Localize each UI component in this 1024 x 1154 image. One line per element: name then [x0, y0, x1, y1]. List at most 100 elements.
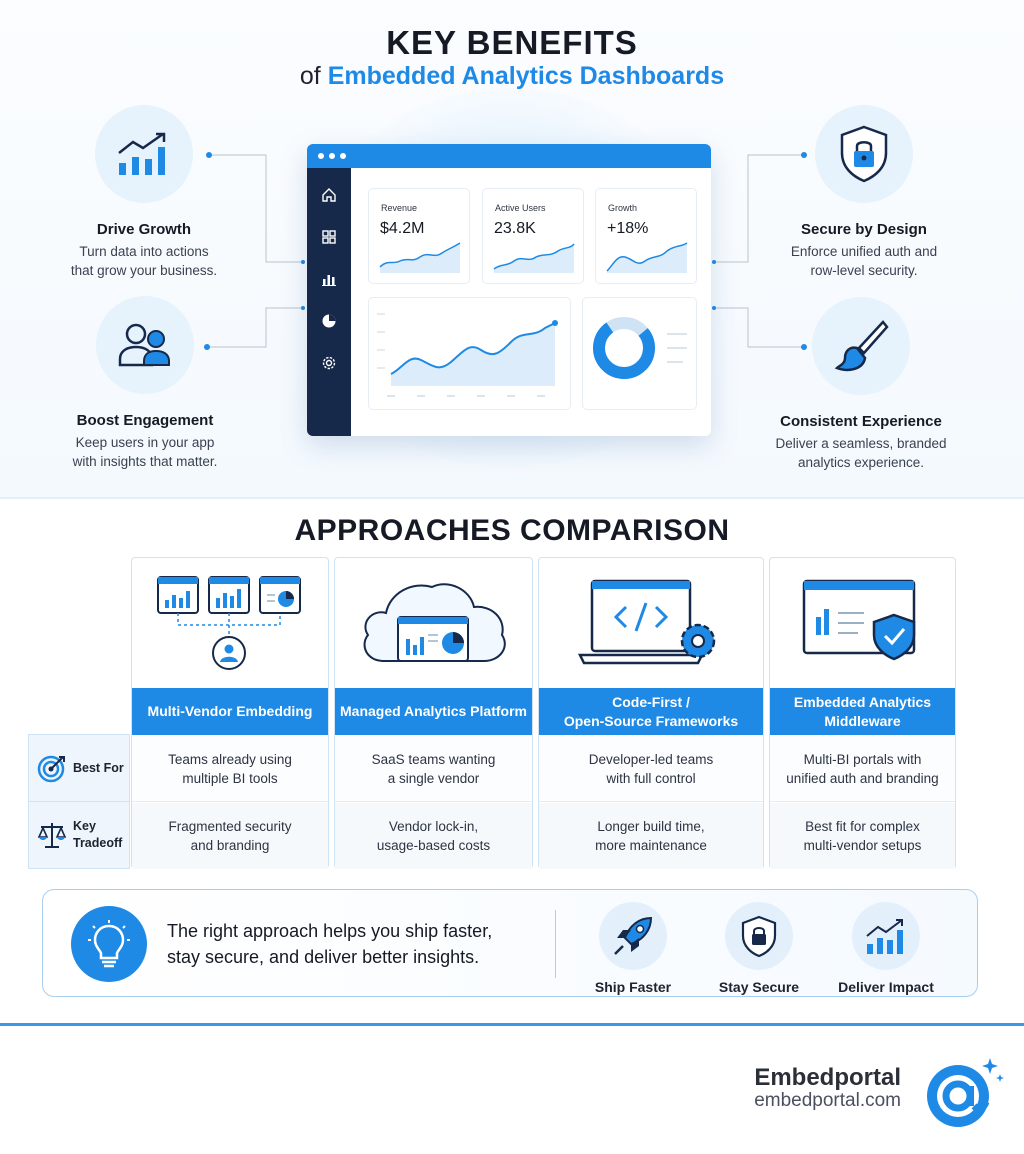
kpi-sparkline — [379, 242, 461, 273]
balance-scale-icon — [37, 823, 67, 848]
badge-ship-faster: Ship Faster — [573, 902, 693, 995]
row-label-text: Best For — [73, 760, 124, 775]
approach-illustration — [335, 558, 532, 688]
users-icon — [118, 323, 170, 367]
kpi-label: Revenue — [381, 203, 418, 213]
approach-illustration — [770, 558, 955, 688]
connector-lines — [204, 152, 807, 350]
approach-best-for: Multi-BI portals with unified auth and b… — [770, 736, 955, 802]
brand-url[interactable]: embedportal.com — [754, 1090, 901, 1111]
home-icon[interactable] — [320, 186, 338, 204]
target-icon — [37, 755, 65, 783]
comparison-title: APPROACHES COMPARISON — [294, 514, 730, 547]
approach-column-code-first: Code-First / Open-Source Frameworks Deve… — [538, 557, 764, 869]
benefit-drive-growth: Drive Growth Turn data into actions that… — [24, 105, 264, 280]
benefit-icon-circle — [812, 297, 910, 395]
pie-icon[interactable] — [320, 312, 338, 330]
benefit-secure-by-design: Secure by Design Enforce unified auth an… — [744, 105, 984, 280]
kpi-value: 23.8K — [494, 220, 536, 237]
section-divider — [0, 497, 1024, 499]
row-label-text: Key Tradeoff — [73, 819, 123, 850]
laptop-code-icon — [577, 579, 716, 665]
settings-icon[interactable] — [320, 354, 338, 372]
benefit-boost-engagement: Boost Engagement Keep users in your app … — [25, 296, 265, 471]
footer-rule — [0, 1023, 1024, 1026]
brand-logo — [927, 1058, 1004, 1127]
row-label-best-for: Best For — [28, 734, 130, 802]
window-dot — [318, 153, 324, 159]
badge-label: Deliver Impact — [838, 979, 934, 995]
window-titlebar — [307, 144, 711, 168]
window-dot — [329, 153, 335, 159]
approach-tradeoff: Longer build time, more maintenance — [539, 803, 763, 869]
dashboard-mockup: Revenue $4.2M Active Users 23.8K Growth … — [307, 144, 711, 436]
kpi-value: $4.2M — [380, 220, 425, 237]
benefit-icon-circle — [95, 105, 193, 203]
kpi-label: Active Users — [495, 203, 546, 213]
benefit-description: Enforce unified auth and row-level secur… — [790, 244, 938, 278]
brand-name: Embedportal — [754, 1064, 901, 1091]
rocket-icon — [599, 902, 667, 970]
benefit-title: Secure by Design — [801, 221, 927, 238]
page-subtitle: of Embedded Analytics Dashboards — [0, 62, 1024, 91]
benefit-title: Consistent Experience — [780, 413, 942, 430]
secure-dashboard-icon — [802, 579, 915, 661]
growth-chart-icon — [852, 902, 920, 970]
approach-name: Managed Analytics Platform — [335, 688, 532, 735]
benefit-title: Drive Growth — [96, 221, 192, 238]
benefits-section: KEY BENEFITS of Embedded Analytics Dashb… — [0, 0, 1024, 498]
summary-callout: The right approach helps you ship faster… — [42, 889, 978, 997]
multi-dashboard-icon — [157, 576, 301, 670]
kpi-sparkline — [606, 242, 688, 273]
benefit-icon-circle — [815, 105, 913, 203]
benefit-description: Turn data into actions that grow your bu… — [70, 244, 218, 278]
subtitle-prefix: of — [299, 62, 321, 90]
grid-icon[interactable] — [320, 228, 338, 246]
approach-column-middleware: Embedded Analytics Middleware Multi-BI p… — [769, 557, 956, 869]
benefit-consistent-experience: Consistent Experience Deliver a seamless… — [741, 297, 981, 472]
approach-tradeoff: Best fit for complex multi-vendor setups — [770, 803, 955, 869]
callout-divider — [555, 910, 556, 978]
benefit-icon-circle — [96, 296, 194, 394]
shield-lock-icon — [725, 902, 793, 970]
kpi-label: Growth — [608, 203, 638, 213]
line-chart — [377, 313, 558, 397]
badge-label: Stay Secure — [718, 979, 800, 995]
dashboard-sidebar — [307, 168, 351, 436]
line-chart-card — [368, 297, 571, 410]
benefit-description: Deliver a seamless, branded analytics ex… — [775, 436, 947, 470]
bar-chart-icon[interactable] — [320, 270, 338, 288]
benefit-description: Keep users in your app with insights tha… — [72, 435, 218, 469]
approach-illustration — [132, 558, 328, 688]
approach-best-for: SaaS teams wanting a single vendor — [335, 736, 532, 802]
badge-label: Ship Faster — [594, 979, 672, 995]
cloud-dashboard-icon — [363, 583, 506, 662]
page-title: KEY BENEFITS — [386, 24, 638, 61]
lightbulb-icon — [71, 906, 147, 982]
donut-chart — [593, 317, 687, 379]
benefit-title: Boost Engagement — [76, 412, 214, 429]
approach-column-managed-platform: Managed Analytics Platform SaaS teams wa… — [334, 557, 533, 869]
growth-chart-icon — [118, 132, 166, 175]
badge-deliver-impact: Deliver Impact — [826, 902, 946, 995]
donut-chart-card — [582, 297, 697, 410]
approach-best-for: Teams already using multiple BI tools — [132, 736, 328, 802]
badge-stay-secure: Stay Secure — [699, 902, 819, 995]
subtitle-accent: Embedded Analytics Dashboards — [327, 62, 725, 90]
approach-name: Code-First / Open-Source Frameworks — [539, 688, 763, 735]
kpi-value: +18% — [607, 220, 649, 237]
kpi-card-revenue: Revenue $4.2M — [368, 188, 470, 284]
row-label-key-tradeoff: Key Tradeoff — [28, 801, 130, 869]
approach-illustration — [539, 558, 763, 688]
approach-column-multi-vendor: Multi-Vendor Embedding Teams already usi… — [131, 557, 329, 869]
paintbrush-icon — [834, 320, 889, 372]
approach-best-for: Developer-led teams with full control — [539, 736, 763, 802]
kpi-card-active-users: Active Users 23.8K — [482, 188, 584, 284]
kpi-card-growth: Growth +18% — [595, 188, 697, 284]
callout-message: The right approach helps you ship faster… — [167, 921, 493, 967]
approach-tradeoff: Vendor lock-in, usage-based costs — [335, 803, 532, 869]
kpi-sparkline — [493, 243, 575, 273]
approach-name: Embedded Analytics Middleware — [770, 688, 955, 735]
shield-lock-icon — [840, 125, 888, 183]
approach-tradeoff: Fragmented security and branding — [132, 803, 328, 869]
